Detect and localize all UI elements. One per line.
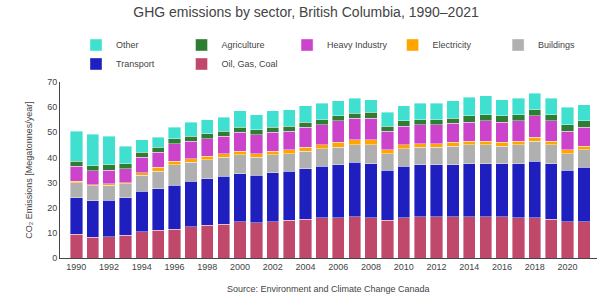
- svg-text:Heavy Industry: Heavy Industry: [327, 40, 388, 50]
- svg-text:Transport: Transport: [116, 59, 155, 69]
- svg-text:Agriculture: Agriculture: [222, 40, 265, 50]
- svg-text:0: 0: [52, 253, 57, 263]
- svg-text:2016: 2016: [492, 262, 512, 272]
- svg-text:1994: 1994: [132, 262, 152, 272]
- svg-text:10: 10: [47, 228, 57, 238]
- svg-text:2008: 2008: [361, 262, 381, 272]
- svg-text:2004: 2004: [296, 262, 316, 272]
- svg-text:2000: 2000: [230, 262, 250, 272]
- svg-text:2018: 2018: [525, 262, 545, 272]
- svg-text:1996: 1996: [165, 262, 185, 272]
- svg-text:GHG emissions by sector, Briti: GHG emissions by sector, British Columbi…: [133, 4, 479, 20]
- svg-text:2012: 2012: [427, 262, 447, 272]
- svg-text:1992: 1992: [99, 262, 119, 272]
- svg-text:2002: 2002: [263, 262, 283, 272]
- svg-text:Buildings: Buildings: [538, 40, 575, 50]
- svg-text:2020: 2020: [558, 262, 578, 272]
- svg-text:2010: 2010: [394, 262, 414, 272]
- svg-text:60: 60: [47, 102, 57, 112]
- svg-text:40: 40: [47, 153, 57, 163]
- svg-text:20: 20: [47, 203, 57, 213]
- svg-text:2006: 2006: [328, 262, 348, 272]
- svg-text:Other: Other: [116, 40, 139, 50]
- svg-text:1990: 1990: [66, 262, 86, 272]
- svg-text:1998: 1998: [197, 262, 217, 272]
- svg-text:2014: 2014: [459, 262, 479, 272]
- svg-text:Oil, Gas, Coal: Oil, Gas, Coal: [222, 59, 278, 69]
- svg-text:70: 70: [47, 77, 57, 87]
- svg-text:Source: Environment and Climat: Source: Environment and Climate Change C…: [227, 284, 430, 294]
- svg-text:Electricity: Electricity: [433, 40, 472, 50]
- svg-text:30: 30: [47, 178, 57, 188]
- svg-text:50: 50: [47, 127, 57, 137]
- svg-text:CO₂ Emissions [Megatonnes/year: CO₂ Emissions [Megatonnes/year]: [24, 101, 34, 239]
